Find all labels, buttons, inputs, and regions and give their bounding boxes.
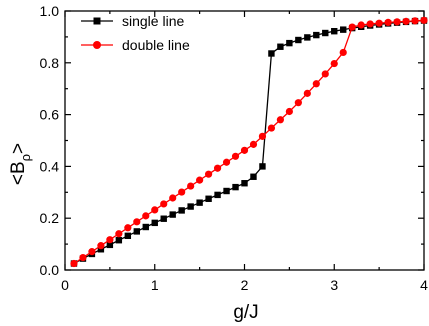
data-point: [384, 18, 392, 26]
data-point: [249, 140, 258, 148]
data-point: [70, 259, 78, 268]
data-point: [88, 248, 96, 256]
series-line: [73, 19, 425, 265]
data-point: [304, 34, 311, 41]
data-point: [124, 224, 132, 232]
data-point: [169, 211, 176, 218]
data-point: [97, 246, 105, 253]
data-point: [205, 170, 213, 178]
data-point: [313, 31, 320, 39]
data-point: [187, 203, 194, 210]
data-point: [142, 212, 150, 220]
data-point: [286, 39, 293, 47]
data-point: [268, 50, 275, 57]
data-point: [331, 28, 338, 35]
x-tick-label: 4: [420, 277, 428, 293]
y-axis-label-sub: ρ: [18, 154, 33, 161]
data-point: [330, 59, 338, 68]
svg-text:<Bρ>: <Bρ>: [8, 143, 33, 185]
data-point: [160, 215, 167, 222]
data-point: [340, 26, 347, 33]
data-point: [339, 48, 347, 57]
data-point: [196, 176, 204, 184]
series-layer: [70, 16, 428, 268]
data-point: [160, 200, 168, 208]
y-axis-label-main: <B: [8, 161, 29, 185]
series-line: [73, 19, 425, 265]
data-point: [240, 146, 249, 154]
y-tick-label: 1.0: [40, 3, 60, 19]
x-tick-labels: 0 1 2 3 4: [61, 277, 428, 293]
x-tick-label: 3: [330, 277, 338, 293]
data-point: [133, 218, 141, 226]
data-point: [241, 180, 248, 187]
data-point: [285, 107, 293, 116]
x-tick-label: 2: [241, 277, 249, 293]
data-point: [366, 20, 374, 28]
data-point: [213, 164, 222, 172]
data-point: [312, 80, 320, 88]
data-point: [303, 89, 311, 97]
data-point: [222, 158, 231, 166]
data-point: [258, 132, 267, 140]
data-point: [232, 183, 239, 191]
data-point: [205, 195, 212, 202]
data-point: [214, 191, 221, 199]
data-point: [79, 253, 87, 262]
y-tick-label: 0.0: [40, 262, 60, 278]
data-point: [375, 19, 383, 27]
data-point: [393, 18, 401, 26]
data-point: [169, 194, 177, 202]
y-tick-label: 0.4: [40, 158, 60, 174]
data-point: [106, 236, 114, 244]
data-point: [295, 36, 302, 44]
data-point: [411, 17, 419, 25]
data-point: [322, 29, 329, 37]
data-point: [142, 223, 149, 231]
data-point: [321, 70, 329, 78]
series-double-line: [70, 16, 428, 268]
data-point: [115, 230, 123, 238]
data-point: [133, 228, 140, 235]
y-tick-labels: 0.0 0.2 0.4 0.6 0.8 1.0: [40, 3, 60, 278]
data-point: [196, 199, 203, 206]
series-single-line: [70, 17, 428, 267]
data-point: [151, 206, 159, 214]
data-point: [267, 124, 276, 132]
y-tick-label: 0.8: [40, 55, 60, 71]
data-point: [178, 188, 186, 196]
data-point: [348, 23, 356, 31]
data-point: [106, 241, 114, 249]
data-point: [178, 207, 185, 214]
data-point: [187, 182, 195, 190]
legend-marker-single: [93, 17, 101, 25]
data-point: [294, 99, 302, 107]
data-point: [115, 237, 123, 244]
data-point: [277, 43, 284, 50]
data-point: [402, 17, 410, 25]
legend-marker-double: [93, 41, 101, 49]
data-point: [231, 152, 240, 160]
data-point: [250, 173, 257, 180]
data-point: [124, 232, 132, 240]
legend-label-double: double line: [122, 37, 190, 53]
x-axis-label: g/J: [233, 302, 258, 323]
y-tick-label: 0.6: [40, 107, 60, 123]
data-point: [151, 219, 158, 227]
y-axis-label-close: >: [8, 143, 29, 154]
data-point: [223, 187, 230, 195]
plot-area: [64, 10, 425, 271]
data-point: [276, 116, 284, 124]
x-tick-label: 1: [151, 277, 159, 293]
data-point: [420, 16, 428, 24]
legend-label-single: single line: [122, 13, 184, 29]
data-point: [357, 21, 365, 29]
y-tick-label: 0.2: [40, 210, 60, 226]
data-point: [97, 242, 105, 250]
y-axis-label: <Bρ>: [8, 143, 33, 185]
data-point: [259, 163, 266, 170]
legend: single line double line: [81, 13, 190, 53]
x-tick-label: 0: [61, 277, 69, 293]
